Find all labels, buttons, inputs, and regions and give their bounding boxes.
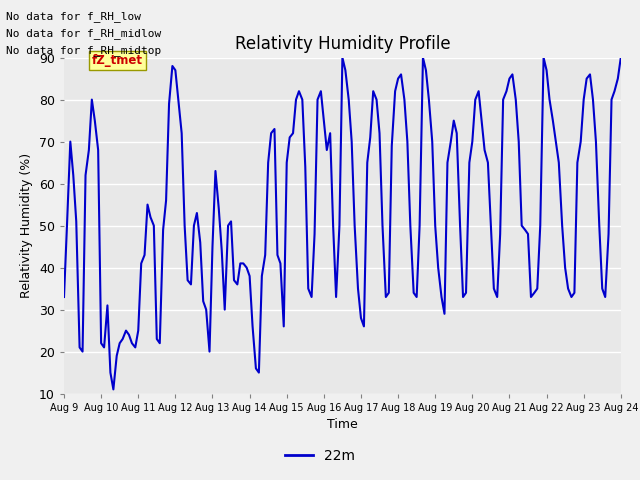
Text: No data for f_RH_low: No data for f_RH_low (6, 11, 141, 22)
Text: No data for f_RH_midtop: No data for f_RH_midtop (6, 45, 162, 56)
Title: Relativity Humidity Profile: Relativity Humidity Profile (235, 35, 450, 53)
Text: No data for f_RH_midlow: No data for f_RH_midlow (6, 28, 162, 39)
Legend: 22m: 22m (280, 443, 360, 468)
X-axis label: Time: Time (327, 418, 358, 431)
Text: fZ_tmet: fZ_tmet (92, 54, 143, 67)
Y-axis label: Relativity Humidity (%): Relativity Humidity (%) (20, 153, 33, 298)
